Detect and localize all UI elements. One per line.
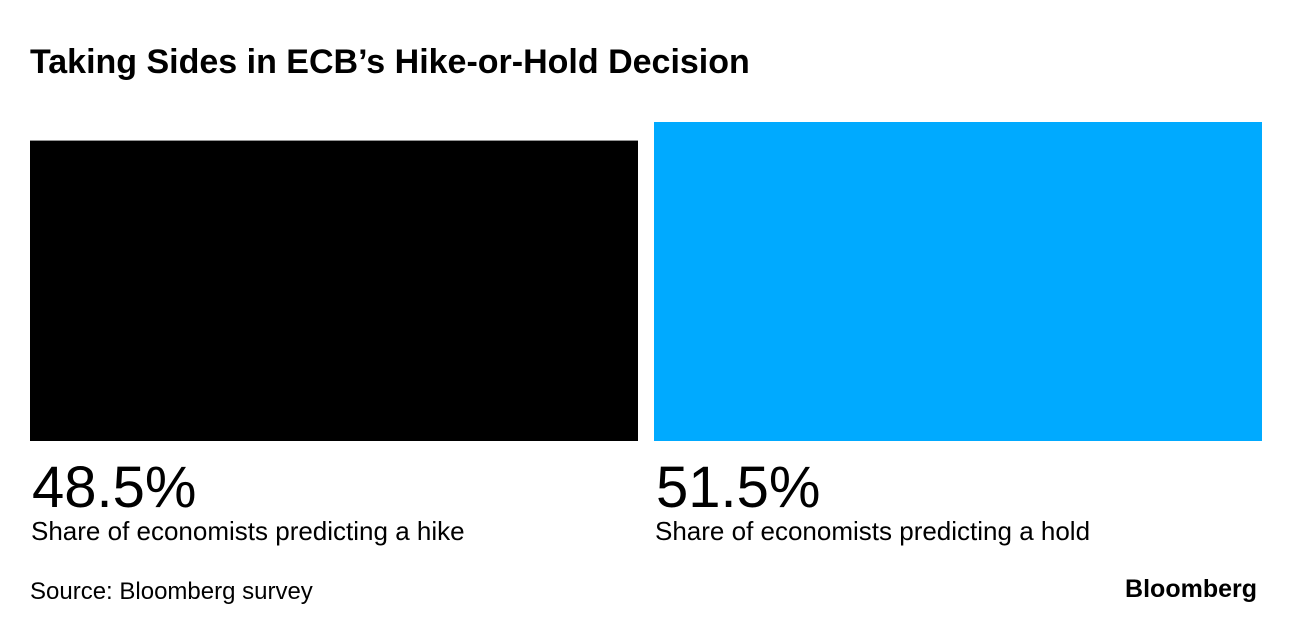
category-label: Share of economists predicting a hold bbox=[655, 516, 1090, 546]
chart-title: Taking Sides in ECB’s Hike-or-Hold Decis… bbox=[30, 43, 750, 81]
bar bbox=[654, 122, 1262, 441]
bar bbox=[30, 140, 638, 441]
value-label: 51.5% bbox=[656, 455, 820, 520]
category-label: Share of economists predicting a hike bbox=[31, 516, 465, 546]
brand-logo: Bloomberg bbox=[1125, 575, 1257, 603]
source-note: Source: Bloomberg survey bbox=[30, 578, 313, 605]
value-label: 48.5% bbox=[32, 455, 196, 520]
